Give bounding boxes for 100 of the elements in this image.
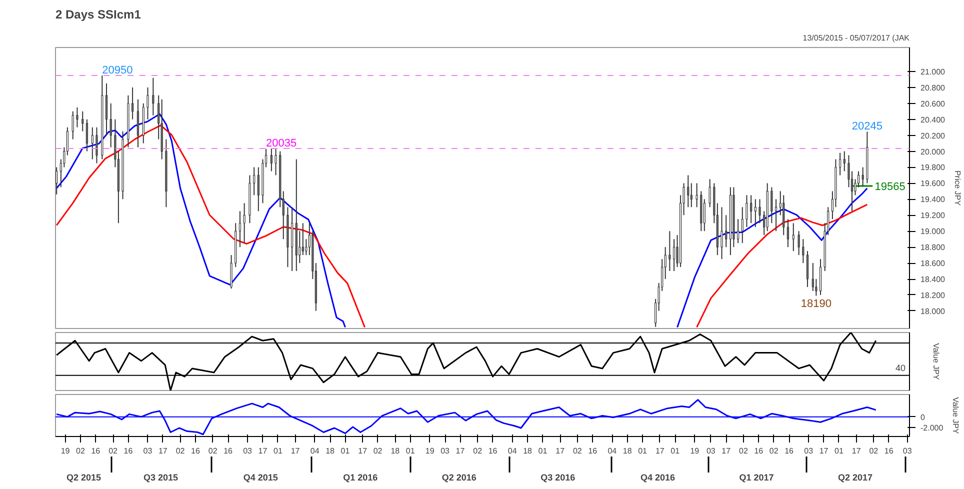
x-tick-label: 01 [638, 446, 648, 456]
x-tick-label: 02 [373, 446, 383, 456]
x-tick-label: 16 [224, 446, 234, 456]
y-tick-label: 20.200 [920, 131, 946, 140]
y-tick-label: -2.000 [920, 423, 944, 432]
candlestick [782, 194, 785, 236]
candlestick [131, 86, 134, 120]
x-tick-label: 16 [191, 446, 200, 456]
candlestick [274, 148, 277, 176]
candlestick [687, 174, 690, 208]
candlestick [86, 118, 88, 152]
x-tick-label: 02 [739, 446, 748, 456]
x-tick-label: 03 [143, 446, 153, 456]
y-tick-label: 0 [920, 412, 926, 422]
candlestick [862, 166, 864, 187]
y-tick-label: 18.000 [920, 306, 946, 316]
candlestick [857, 170, 860, 188]
x-tick-label: 16 [784, 446, 794, 456]
x-tick-label: 17 [722, 446, 732, 456]
x2-tick-label: Q2 2017 [838, 472, 873, 482]
x-tick-label: 02 [208, 446, 218, 456]
x-tick-label: 03 [902, 446, 912, 456]
x-tick-label: 19 [60, 446, 70, 456]
x-tick-label: 02 [769, 446, 779, 456]
chart-subtitle: 13/05/2015 - 05/07/2017 (JAK [802, 34, 910, 42]
x-tick-label: 16 [124, 446, 134, 456]
candlestick [736, 218, 740, 244]
candlestick [786, 218, 790, 248]
x-tick-label: 17 [819, 446, 829, 456]
y-tick-label: 21.000 [920, 67, 946, 76]
annotation: 40 [895, 362, 906, 373]
y-tick-label: 19.800 [920, 163, 946, 172]
x2-tick-label: Q3 2016 [540, 472, 576, 482]
x-tick-label: 16 [488, 446, 498, 456]
x-tick-label: 04 [508, 446, 518, 456]
y-tick-label: 19.200 [920, 211, 946, 220]
x-tick-label: 01 [406, 446, 416, 456]
annotation: 19565 [874, 181, 906, 194]
candlestick [136, 98, 140, 148]
candlestick [668, 230, 671, 272]
x2-tick-label: Q3 2015 [143, 472, 178, 482]
y-tick-label: 20.800 [920, 83, 946, 92]
x-tick-label: 02 [573, 446, 582, 456]
candlestick [750, 194, 752, 224]
x-tick-label: 01 [274, 446, 283, 456]
x-tick-label: 19 [690, 446, 700, 456]
y-tick-label: 18.200 [920, 290, 946, 300]
x-tick-label: 02 [176, 446, 186, 456]
x2-tick-label: Q1 2016 [343, 472, 378, 482]
candlestick [152, 77, 154, 116]
x-tick-label: 17 [258, 446, 268, 456]
candlestick [774, 198, 778, 232]
x-tick-label: 17 [290, 446, 300, 456]
x-tick-label: 17 [358, 446, 368, 456]
candlestick [703, 198, 706, 232]
candlestick [672, 238, 676, 272]
x-tick-label: 18 [326, 446, 336, 456]
x2-tick-label: Q4 2016 [640, 472, 676, 482]
candlestick [758, 198, 761, 224]
y-tick-label: 20.000 [920, 147, 946, 156]
y-axis-title: Value JPY [951, 397, 960, 435]
x-tick-label: 17 [655, 446, 665, 456]
y-axis-title: Price JPY [952, 170, 962, 206]
x-tick-label: 16 [588, 446, 598, 456]
y-tick-label: 20.600 [920, 99, 946, 108]
annotation: 20035 [266, 137, 297, 150]
y-tick-label: 18.800 [920, 243, 946, 252]
candlestick [253, 166, 256, 196]
x-tick-label: 04 [310, 446, 320, 456]
candlestick [746, 194, 748, 228]
x-tick-label: 02 [76, 446, 86, 456]
candlestick [806, 250, 809, 288]
x2-tick-label: Q1 2017 [739, 472, 774, 482]
candlestick [720, 206, 723, 260]
candlestick [238, 210, 242, 248]
x-tick-label: 01 [340, 446, 350, 456]
x-tick-label: 16 [884, 446, 894, 456]
candlestick [96, 126, 98, 164]
candlestick [291, 206, 294, 272]
x-tick-label: 17 [456, 446, 466, 456]
x-tick-label: 18 [390, 446, 400, 456]
candlestick [302, 222, 304, 256]
candlestick [754, 198, 756, 228]
candlestick [708, 178, 711, 208]
y-tick-label: 20.400 [920, 115, 946, 124]
x-tick-label: 02 [473, 446, 483, 456]
candlestick [792, 222, 794, 252]
x-tick-label: 17 [852, 446, 862, 456]
candlestick [91, 126, 94, 160]
x-tick-label: 17 [158, 446, 168, 456]
x-tick-label: 03 [440, 446, 450, 456]
x-tick-label: 02 [108, 446, 118, 456]
x2-tick-label: Q4 2015 [243, 472, 278, 482]
candlestick [76, 106, 78, 128]
y-tick-label: 18.400 [920, 275, 946, 284]
candlestick [696, 182, 698, 208]
candlestick [802, 238, 804, 264]
y-axis-title: Value JPY [932, 343, 940, 381]
candlestick [838, 152, 842, 176]
candlestick [690, 182, 692, 208]
